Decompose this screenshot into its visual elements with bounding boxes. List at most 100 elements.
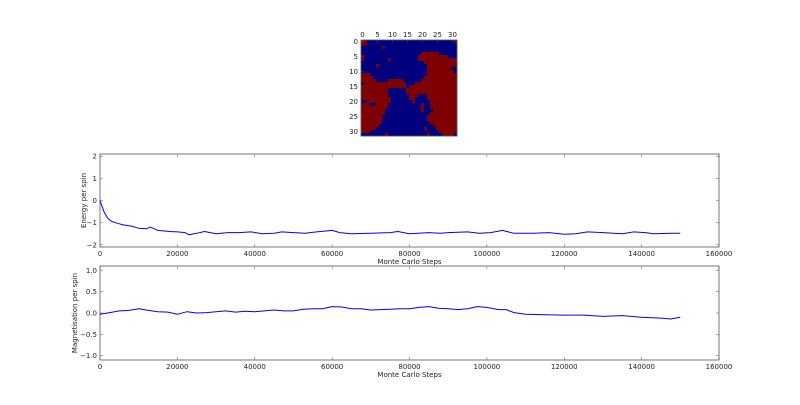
lattice-cell <box>433 82 437 86</box>
lattice-cell <box>364 103 368 107</box>
lattice-cell <box>397 73 401 77</box>
lattice-cell <box>418 106 422 110</box>
lattice-cell <box>454 82 458 86</box>
lattice-cell <box>418 115 422 119</box>
lattice-cell <box>361 91 365 95</box>
lattice-cell <box>427 91 431 95</box>
lattice-cell <box>415 118 419 122</box>
lattice-cell <box>424 91 428 95</box>
lattice-cell <box>439 91 443 95</box>
lattice-cell <box>367 121 371 125</box>
lattice-cell <box>397 115 401 119</box>
lattice-cell <box>409 82 413 86</box>
lattice-cell <box>379 76 383 80</box>
lattice-cell <box>430 97 434 101</box>
lattice-cell <box>448 91 452 95</box>
lattice-cell <box>433 55 437 59</box>
lattice-cell <box>376 46 380 50</box>
lattice-cell <box>412 85 416 89</box>
lattice-cell <box>436 127 440 131</box>
lattice-cell <box>361 88 365 92</box>
lattice-cell <box>442 58 446 62</box>
lattice-cell <box>391 106 395 110</box>
lattice-cell <box>385 67 389 71</box>
lattice-cell <box>364 109 368 113</box>
energy-chart: 0 20000 40000 60000 80000 100000 120000 140000 1… <box>80 153 732 266</box>
xtick-label: 0 <box>98 250 102 258</box>
lattice-cell <box>394 127 398 131</box>
lattice-cell <box>391 133 395 137</box>
lattice-cell <box>388 46 392 50</box>
lattice-cell <box>388 79 392 83</box>
lattice-cell <box>415 106 419 110</box>
lattice-cell <box>400 46 404 50</box>
lattice-cell <box>364 106 368 110</box>
lattice-cell <box>412 103 416 107</box>
lattice-cell <box>418 58 422 62</box>
lattice-cell <box>445 133 449 137</box>
lattice-cell <box>454 124 458 128</box>
lattice-cell <box>430 43 434 47</box>
lattice-cell <box>439 85 443 89</box>
lattice-cell <box>403 85 407 89</box>
lattice-cell <box>427 82 431 86</box>
lattice-cell <box>403 100 407 104</box>
lattice-cell <box>382 127 386 131</box>
lattice-cell <box>397 61 401 65</box>
xtick-label: 120000 <box>551 363 578 371</box>
lattice-cell <box>409 130 413 134</box>
heatmap-frame <box>360 39 458 137</box>
lattice-cell <box>364 43 368 47</box>
lattice-cell <box>415 55 419 59</box>
lattice-cell <box>364 115 368 119</box>
lattice-cell <box>373 91 377 95</box>
lattice-cell <box>370 109 374 113</box>
lattice-cell <box>388 70 392 74</box>
lattice-cell <box>367 91 371 95</box>
lattice-cell <box>382 76 386 80</box>
lattice-cell <box>418 121 422 125</box>
lattice-cell <box>397 55 401 59</box>
lattice-cell <box>451 49 455 53</box>
lattice-cell <box>433 100 437 104</box>
xtick-label: 120000 <box>551 250 578 258</box>
lattice-cell <box>454 121 458 125</box>
lattice-cell <box>454 43 458 47</box>
lattice-cell <box>451 79 455 83</box>
lattice-cell <box>418 43 422 47</box>
lattice-cell <box>367 64 371 68</box>
heatmap-xtick-label: 30 <box>448 31 457 39</box>
lattice-cell <box>397 97 401 101</box>
lattice-cell <box>400 58 404 62</box>
lattice-cell <box>367 70 371 74</box>
lattice-cell <box>397 64 401 68</box>
lattice-cell <box>376 130 380 134</box>
lattice-cell <box>394 109 398 113</box>
lattice-cell <box>454 52 458 56</box>
lattice-cell <box>403 49 407 53</box>
lattice-cell <box>433 52 437 56</box>
lattice-cell <box>373 112 377 116</box>
lattice-cell <box>364 82 368 86</box>
lattice-cell <box>424 121 428 125</box>
lattice-cell <box>403 106 407 110</box>
ytick-label: −1 <box>87 219 97 227</box>
lattice-cell <box>442 91 446 95</box>
lattice-cell <box>388 43 392 47</box>
lattice-cell <box>418 73 422 77</box>
lattice-cell <box>394 94 398 98</box>
lattice-cell <box>433 103 437 107</box>
lattice-cell <box>454 133 458 137</box>
lattice-cell <box>388 100 392 104</box>
lattice-cell <box>403 124 407 128</box>
lattice-cell <box>439 70 443 74</box>
lattice-cell <box>388 115 392 119</box>
lattice-cell <box>439 112 443 116</box>
lattice-cell <box>409 76 413 80</box>
lattice-cell <box>415 73 419 77</box>
lattice-cell <box>400 109 404 113</box>
lattice-cell <box>445 124 449 128</box>
lattice-cell <box>391 121 395 125</box>
lattice-cell <box>454 70 458 74</box>
lattice-cell <box>436 97 440 101</box>
